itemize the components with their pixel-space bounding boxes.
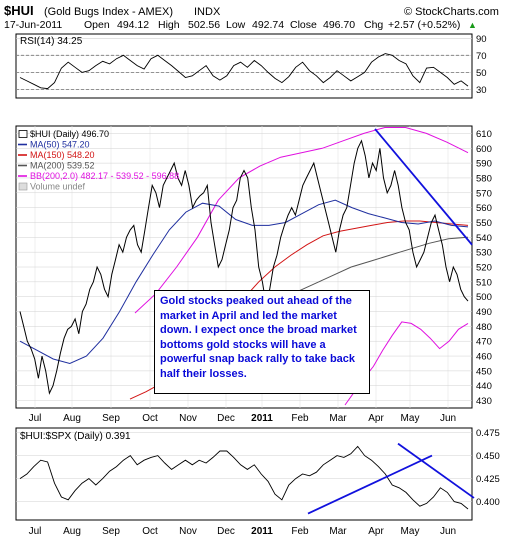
price-x-tick-label: Feb	[291, 413, 309, 424]
ratio-x-tick-label: 2011	[251, 526, 273, 537]
watermark: © StockCharts.com	[404, 6, 499, 18]
rsi-series-line	[19, 53, 469, 90]
annotation-text: Gold stocks peaked out ahead of the mark…	[160, 295, 357, 380]
price-x-tick-label: Dec	[217, 413, 235, 424]
price-x-tick-label: Jul	[29, 413, 42, 424]
ratio-x-tick-label: May	[401, 526, 420, 537]
ratio-x-tick-label: Dec	[217, 526, 235, 537]
price-x-tick-label: Jun	[440, 413, 456, 424]
x-axis-labels: Jul Jul Aug Aug Sep Sep Oct Oct Nov Nov Dec Dec 2011…	[29, 413, 456, 537]
ratio-x-tick-label: Oct	[142, 526, 158, 537]
ratio-x-tick-label: Sep	[102, 526, 120, 537]
ratio-x-tick-label: Mar	[329, 526, 347, 537]
legend-price-swatch	[18, 130, 28, 138]
ratio-panel: 0.475 0.450 0.425 0.400 $HUI:$SPX (Daily) 0.…	[16, 428, 500, 515]
annotation-note: Gold stocks peaked out ahead of the mark…	[154, 290, 370, 394]
ma50-line	[19, 199, 469, 365]
ratio-tick-label: 0.400	[476, 497, 500, 508]
ratio-tick-label: 0.425	[476, 474, 500, 485]
legend-entry: MA(200) 539.52	[30, 161, 95, 171]
price-x-tick-label: May	[401, 413, 420, 424]
price-tick-label: 430	[476, 396, 492, 407]
price-tick-label: 590	[476, 159, 492, 170]
high-label: High	[158, 19, 180, 31]
price-tick-label: 480	[476, 322, 492, 333]
price-tick-label: 540	[476, 233, 492, 244]
legend-entry: $HUI (Daily) 496.70	[30, 129, 109, 139]
price-tick-label: 500	[476, 292, 492, 303]
price-tick-label: 560	[476, 203, 492, 214]
high-value: 502.56	[188, 19, 220, 31]
rsi-tick-label: 50	[476, 68, 487, 79]
legend-entry: MA(150) 548.20	[30, 150, 95, 160]
price-x-tick-label: Mar	[329, 413, 347, 424]
price-x-tick-label: Nov	[179, 413, 197, 424]
ratio-x-tick-label: Jul	[29, 526, 42, 537]
rsi-panel-frame	[15, 33, 473, 99]
hui-price-line	[19, 139, 469, 395]
chg-value: +2.57 (+0.52%)	[388, 19, 460, 31]
ratio-tick-label: 0.450	[476, 451, 500, 462]
rsi-tick-label: 30	[476, 85, 487, 96]
price-tick-label: 490	[476, 307, 492, 318]
price-tick-label: 530	[476, 248, 492, 259]
ratio-title: $HUI:$SPX (Daily) 0.391	[20, 431, 131, 442]
price-x-tick-label: Oct	[142, 413, 158, 424]
price-x-tick-label: Sep	[102, 413, 120, 424]
ratio-series-line	[19, 445, 469, 510]
ratio-tick-label: 0.475	[476, 428, 500, 439]
low-label: Low	[226, 19, 246, 31]
close-value: 496.70	[323, 19, 355, 31]
price-x-tick-label: Aug	[63, 413, 81, 424]
chg-arrow-icon: ▲	[468, 20, 477, 30]
open-label: Open	[84, 19, 110, 31]
ratio-x-tick-label: Aug	[63, 526, 81, 537]
price-tick-label: 610	[476, 129, 492, 140]
legend-volume-swatch	[18, 182, 28, 191]
price-tick-label: 570	[476, 188, 492, 199]
price-tick-label: 580	[476, 173, 492, 184]
low-value: 492.74	[252, 19, 284, 31]
symbol: $HUI	[4, 3, 34, 18]
ratio-uptrend-line	[307, 454, 433, 515]
price-tick-label: 450	[476, 366, 492, 377]
ratio-x-tick-label: Apr	[368, 526, 384, 537]
ratio-downtrend-line	[397, 442, 475, 499]
price-tick-label: 510	[476, 277, 492, 288]
price-tick-label: 520	[476, 263, 492, 274]
price-x-tick-label: Apr	[368, 413, 384, 424]
open-value: 494.12	[117, 19, 149, 31]
rsi-title: RSI(14) 34.25	[20, 36, 83, 47]
price-tick-label: 600	[476, 144, 492, 155]
chg-label: Chg	[364, 19, 383, 31]
rsi-tick-label: 70	[476, 51, 487, 62]
rsi-tick-label: 90	[476, 34, 487, 45]
bb-upper-line	[134, 127, 469, 314]
legend-entry: MA(50) 547.20	[30, 140, 90, 150]
ratio-x-tick-label: Jun	[440, 526, 456, 537]
description: (Gold Bugs Index - AMEX)	[44, 6, 173, 18]
price-tick-label: 460	[476, 352, 492, 363]
price-downtrend-line	[374, 128, 473, 246]
legend-entry: Volume undef	[30, 182, 86, 192]
price-tick-label: 440	[476, 381, 492, 392]
close-label: Close	[290, 19, 317, 31]
price-x-tick-label: 2011	[251, 413, 273, 424]
ratio-x-tick-label: Nov	[179, 526, 197, 537]
legend-entry: BB(200,2.0) 482.17 - 539.52 - 596.88	[30, 171, 179, 181]
quote-date: 17-Jun-2011	[4, 19, 62, 31]
price-tick-label: 470	[476, 337, 492, 348]
exchange: INDX	[194, 6, 221, 18]
ratio-panel-frame	[15, 427, 473, 521]
ratio-x-tick-label: Feb	[291, 526, 309, 537]
price-tick-label: 550	[476, 218, 492, 229]
rsi-panel: 90 70 50 30 RSI(14) 34.25	[16, 34, 487, 96]
